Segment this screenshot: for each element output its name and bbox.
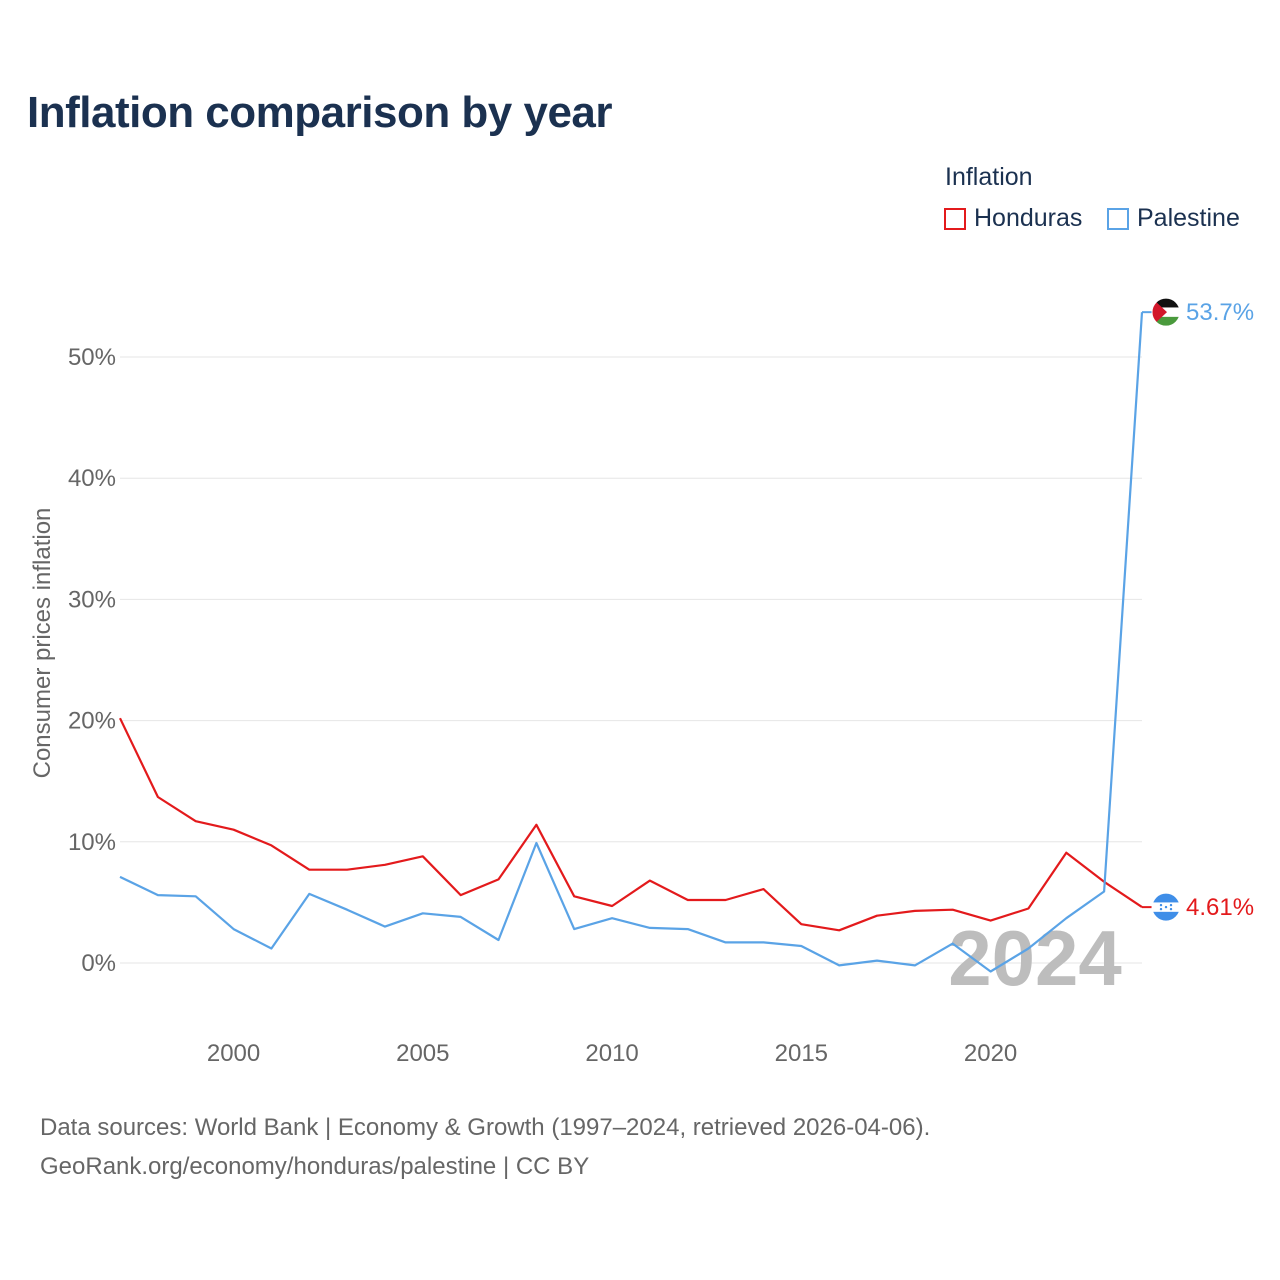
legend-item-honduras[interactable]: Honduras bbox=[944, 204, 1082, 233]
y-axis-label: Consumer prices inflation bbox=[29, 508, 56, 779]
chart-title: Inflation comparison by year bbox=[27, 88, 613, 137]
legend-item-palestine[interactable]: Palestine bbox=[1107, 204, 1240, 233]
end-label-palestine: 53.7% bbox=[1186, 299, 1254, 326]
y-tick-label: 50% bbox=[68, 344, 116, 371]
series-lines bbox=[119, 312, 1144, 973]
grid-lines bbox=[120, 356, 1142, 964]
source-line-1: Data sources: World Bank | Economy & Gro… bbox=[40, 1114, 931, 1141]
legend-label-palestine: Palestine bbox=[1137, 204, 1240, 232]
y-tick-label: 20% bbox=[68, 708, 116, 735]
x-tick-label: 2010 bbox=[585, 1040, 638, 1067]
y-tick-label: 0% bbox=[81, 950, 116, 977]
legend-label-honduras: Honduras bbox=[974, 204, 1083, 232]
axis-ticks: 0% 10% 20% 30% 40% 50% 2000 2005 2010 2015 2020 bbox=[68, 344, 1017, 1067]
series-line-honduras bbox=[119, 717, 1143, 932]
legend-swatch-palestine bbox=[1107, 207, 1129, 230]
y-tick-label: 40% bbox=[68, 465, 116, 492]
year-watermark: 2024 bbox=[948, 914, 1122, 1002]
y-tick-label: 10% bbox=[68, 829, 116, 856]
source-note: Data sources: World Bank | Economy & Gro… bbox=[40, 1108, 930, 1186]
source-line-2[interactable]: GeoRank.org/economy/honduras/palestine |… bbox=[40, 1153, 590, 1180]
x-tick-label: 2005 bbox=[396, 1040, 449, 1067]
x-tick-label: 2020 bbox=[964, 1040, 1017, 1067]
end-labels: 4.61% 53.7% bbox=[1142, 297, 1254, 922]
y-tick-label: 30% bbox=[68, 586, 116, 613]
flag-palestine-icon bbox=[1151, 297, 1181, 327]
series-line-palestine bbox=[119, 312, 1144, 973]
legend-swatch-honduras bbox=[944, 207, 966, 230]
legend-title: Inflation bbox=[945, 163, 1033, 191]
flag-honduras-icon bbox=[1151, 892, 1181, 922]
x-tick-label: 2015 bbox=[775, 1040, 828, 1067]
end-label-honduras: 4.61% bbox=[1186, 894, 1254, 921]
x-tick-label: 2000 bbox=[207, 1040, 260, 1067]
